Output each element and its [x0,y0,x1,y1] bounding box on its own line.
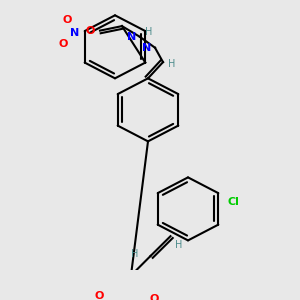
Text: O: O [85,26,95,36]
Text: Cl: Cl [228,197,240,207]
Text: H: H [131,249,139,259]
Text: N: N [128,32,136,42]
Text: H: H [168,59,176,69]
Text: O: O [149,294,159,300]
Text: O: O [58,39,68,49]
Text: H: H [176,240,183,250]
Text: O: O [62,15,72,25]
Text: N: N [70,28,80,38]
Text: O: O [95,291,104,300]
Text: H: H [145,27,152,38]
Text: N: N [142,43,152,53]
